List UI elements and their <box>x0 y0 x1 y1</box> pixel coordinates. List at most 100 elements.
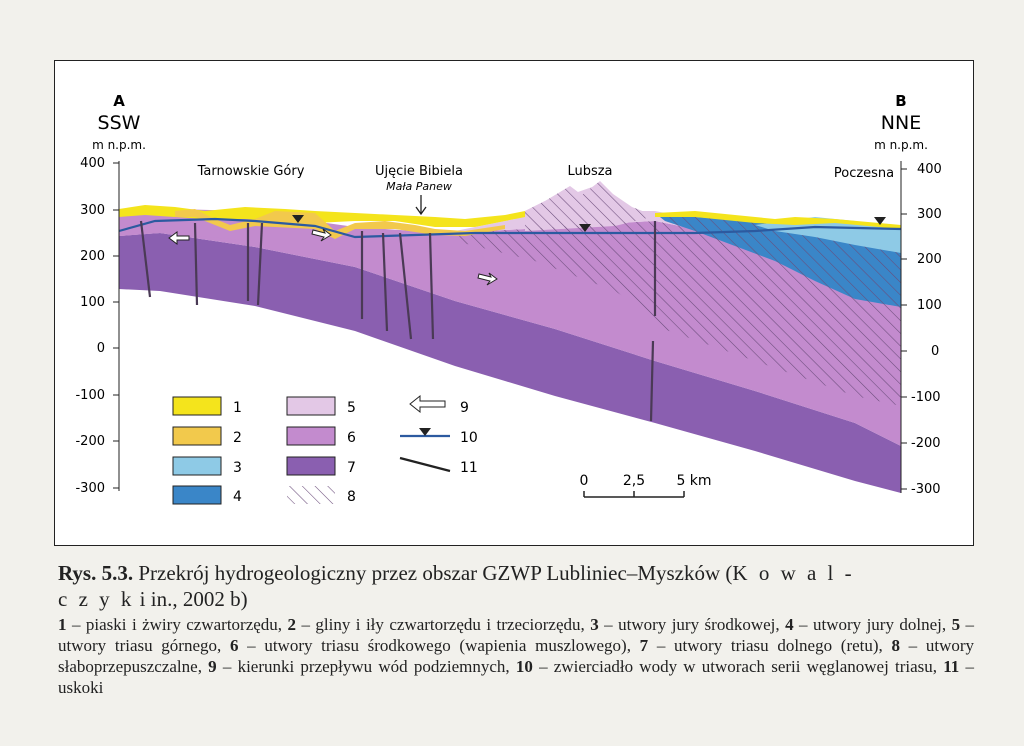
place-label-ujecie-bibiela: Ujęcie Bibiela <box>375 164 463 179</box>
legend-num-10: 10 <box>460 430 478 446</box>
y-tick-right-200: 200 <box>917 252 942 267</box>
caption-item-text-7: utwory triasu dolnego (retu), <box>674 636 883 655</box>
left-end-unit: m n.p.m. <box>92 138 146 152</box>
caption-item-num-3: 3 <box>590 615 599 634</box>
legend-swatch-8 <box>287 486 335 504</box>
y-tick-left-0: 0 <box>97 341 105 356</box>
legend-num-1: 1 <box>233 400 242 416</box>
legend-swatch-4 <box>172 485 222 505</box>
cross-section-diagram: A SSW m n.p.m. B NNE m n.p.m. 400 300 20… <box>75 92 942 505</box>
y-tick-left-400: 400 <box>80 156 105 171</box>
place-label-poczesna: Poczesna <box>834 166 894 181</box>
y-axis-left: 400 300 200 100 0 -100 -200 -300 <box>75 156 105 496</box>
layer-lower-triassic <box>119 233 901 493</box>
caption-item-text-1: piaski i żwiry czwartorzędu, <box>85 615 283 634</box>
y-tick-right-300: 300 <box>917 207 942 222</box>
place-label-lubsza: Lubsza <box>567 164 612 179</box>
flow-arrows <box>168 228 498 286</box>
layer-low-permeability-hill <box>525 181 655 231</box>
water-table-marker-1 <box>292 215 304 223</box>
y-tick-left-300: 300 <box>80 203 105 218</box>
legend-swatch-6 <box>286 426 336 446</box>
caption-author-a: K o w a l - <box>732 561 855 585</box>
y-tick-right-100: 100 <box>917 298 942 313</box>
place-label-mala-panew: Mała Panew <box>386 180 452 193</box>
caption-item-num-7: 7 <box>639 636 649 655</box>
left-end-direction: SSW <box>98 112 141 134</box>
water-table-line <box>118 217 902 239</box>
right-end-letter: B <box>895 92 906 110</box>
caption-item-num-11: 11 <box>943 657 960 676</box>
caption-item-text-8: utwory słaboprzepuszczalne, <box>58 636 975 676</box>
legend-swatch-2 <box>172 426 222 446</box>
caption-item-text-6: utwory triasu środkowego (wapienia muszl… <box>264 636 631 655</box>
caption-item-num-9: 9 <box>208 657 217 676</box>
caption-legend-text: 1 – piaski i żwiry czwartorzędu, 2 – gli… <box>58 615 975 697</box>
caption-figure-number: Rys. 5.3. <box>58 561 134 585</box>
legend-symbol-9 <box>409 394 446 414</box>
caption-item-text-4: utwory jury dolnej, <box>812 615 947 634</box>
caption-item-num-10: 10 <box>515 657 533 676</box>
legend: 1 2 3 4 5 6 7 8 9 10 11 <box>172 394 478 505</box>
mala-panew-arrow <box>415 195 427 216</box>
scale-label-5km: 5 km <box>676 473 711 489</box>
figure-caption: Rys. 5.3. Przekrój hydrogeologiczny prze… <box>58 560 974 698</box>
layer-quaternary-tills <box>175 209 505 239</box>
layer-quaternary-sands-right <box>655 211 901 229</box>
caption-title-text: Przekrój hydrogeologiczny przez obszar G… <box>138 561 733 585</box>
y-tick-left-200: 200 <box>80 249 105 264</box>
right-end-direction: NNE <box>881 112 921 134</box>
legend-swatch-7 <box>286 456 336 476</box>
caption-item-num-6: 6 <box>229 636 239 655</box>
layer-middle-jurassic <box>755 217 901 253</box>
y-tick-right-0: 0 <box>931 344 939 359</box>
caption-item-text-11: uskoki <box>58 678 104 697</box>
caption-item-num-2: 2 <box>287 615 297 634</box>
caption-item-text-3: utwory jury środkowej, <box>618 615 780 634</box>
caption-item-text-10: zwierciadło wody w utworach serii węglan… <box>553 657 938 676</box>
y-tick-left-minus100: -100 <box>75 388 105 403</box>
figure-frame: A SSW m n.p.m. B NNE m n.p.m. 400 300 20… <box>54 60 974 546</box>
y-axis-right: 400 300 200 100 0 -100 -200 -300 <box>911 162 942 497</box>
legend-num-11: 11 <box>460 460 478 476</box>
legend-num-5: 5 <box>347 400 356 416</box>
legend-num-6: 6 <box>347 430 356 446</box>
caption-item-text-9: kierunki przepływu wód podziemnych, <box>237 657 510 676</box>
scale-label-2-5: 2,5 <box>623 473 645 489</box>
legend-num-3: 3 <box>233 460 242 476</box>
faults <box>139 220 657 422</box>
legend-swatch-1 <box>172 396 222 416</box>
left-end-letter: A <box>113 92 125 110</box>
legend-symbol-11 <box>399 456 451 473</box>
legend-num-2: 2 <box>233 430 242 446</box>
water-table-marker-3 <box>874 217 886 225</box>
caption-item-num-1: 1 <box>58 615 67 634</box>
legend-swatch-5 <box>286 396 336 416</box>
scale-label-0: 0 <box>580 473 589 489</box>
y-tick-left-100: 100 <box>80 295 105 310</box>
right-end-unit: m n.p.m. <box>874 138 928 152</box>
caption-item-num-4: 4 <box>785 615 794 634</box>
caption-title: Rys. 5.3. Przekrój hydrogeologiczny prze… <box>58 560 974 612</box>
legend-symbol-10-marker <box>419 428 431 436</box>
y-tick-right-minus100: -100 <box>911 390 941 405</box>
place-label-tarnowskie-gory: Tarnowskie Góry <box>197 164 305 179</box>
y-tick-left-minus200: -200 <box>75 434 105 449</box>
water-table-marker-2 <box>579 224 591 232</box>
legend-num-9: 9 <box>460 400 469 416</box>
y-tick-left-minus300: -300 <box>75 481 105 496</box>
caption-item-num-5: 5 <box>951 615 961 634</box>
y-tick-right-minus200: -200 <box>911 436 941 451</box>
scale-bar: 0 2,5 5 km <box>580 473 712 498</box>
y-tick-right-400: 400 <box>917 162 942 177</box>
layer-quaternary-sands <box>119 205 525 227</box>
y-tick-right-minus300: -300 <box>911 482 941 497</box>
legend-num-4: 4 <box>233 489 242 505</box>
caption-title-suffix: i in., 2002 b) <box>139 587 248 611</box>
caption-item-num-8: 8 <box>891 636 900 655</box>
layer-low-permeability <box>445 221 901 406</box>
legend-num-8: 8 <box>347 489 356 505</box>
caption-item-text-5: utwory triasu górnego, <box>58 636 222 655</box>
legend-swatch-3 <box>172 456 222 476</box>
caption-author-b: c z y k <box>58 587 135 611</box>
